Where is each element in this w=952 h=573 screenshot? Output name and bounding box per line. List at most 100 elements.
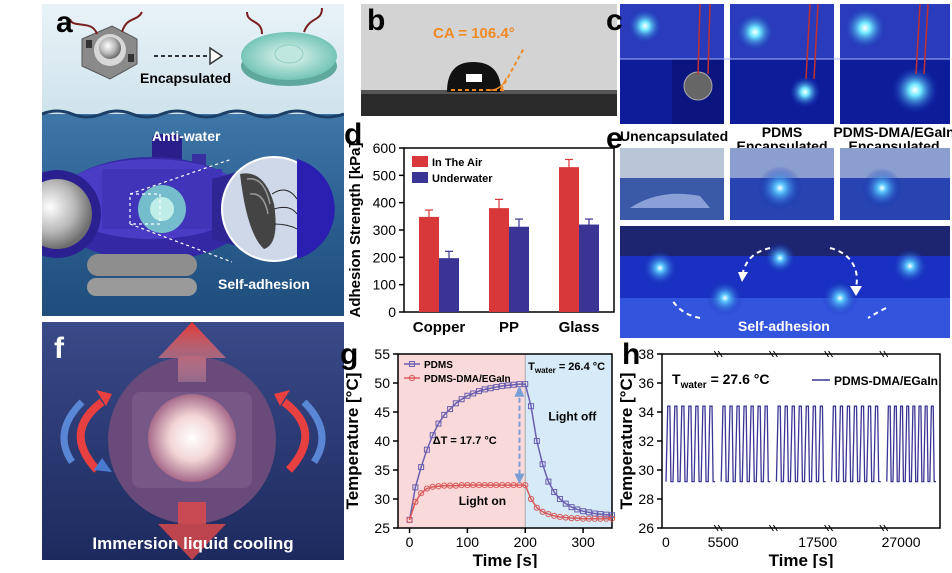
chart-g-point [481,481,488,489]
chart-g-point [452,482,459,489]
chart-d-ytick-label: 100 [373,277,397,293]
caption-pdms: PDMS [761,124,803,140]
chart-g-twater-label: Twater = 26.4 °C [528,361,605,375]
chart-h-axis-break [713,350,719,358]
chart-d-ytick-label: 300 [373,222,397,238]
chart-g-point [562,500,569,507]
chart-g-point [475,388,482,395]
twater-t: T [528,361,535,373]
chart-g-xtick-label: 300 [571,534,595,550]
chart-g-point [510,481,517,489]
chart-g-point [470,390,477,397]
chart-g-legend-marker [409,361,415,367]
panel-d: 0 100 200 300 400 500 600 Copper PP Glass In The A… [340,118,620,340]
chart-g-xlabel: Time [s] [473,551,538,568]
chart-g-point [608,515,616,522]
chart-g-point [545,478,552,485]
chart-d-ytick-label: 200 [373,249,397,265]
chart-d-category-label: Glass [559,319,600,336]
chart-g-point [475,481,483,489]
chart-g-point [452,400,459,407]
chart-h-series-segment [886,405,936,483]
chart-g-point [435,420,442,427]
chart-h-ylabel: Temperature [°C] [617,373,636,510]
panel-c-label: c [606,4,623,37]
chart-h-ytick-label: 26 [638,520,654,536]
chart-d-bar [489,208,509,312]
chart-g-point [441,482,448,489]
chart-g-point [556,496,563,502]
chart-h-axis-break [828,524,834,532]
chart-g-point [504,481,511,489]
self-adhesion-text: Self-adhesion [218,276,310,292]
chart-h-xtick-label: 5500 [708,534,739,550]
chart-h-series-segment [775,405,826,483]
panel-f: f Immersion liquid cooling [42,322,344,560]
chart-g-point [499,382,506,389]
chart-g-point [568,515,575,522]
chart-d-bar [419,216,439,312]
chart-d-bar [509,226,529,312]
chart-g-point [493,384,500,391]
chart-g-point [446,482,454,489]
chart-h-xtick-label: 27000 [882,534,921,550]
chart-g-point [522,481,529,489]
panel-h: 26 28 30 32 34 36 38 0 5500 17500 27000 Twater = 27… [616,338,952,570]
chart-g-point [585,509,592,516]
immersion-cooling-caption: Immersion liquid cooling [92,534,294,553]
chart-g-point [487,481,494,489]
chart-g-point [464,481,471,489]
chart-g: 25 30 35 40 45 50 55 0 100 200 300 PDMS PDMS-DMA/EGa… [343,346,616,570]
chart-g-ytick-label: 45 [374,404,390,420]
panel-a: a Encapsulated Anti-water Self-adhesion [13,4,345,316]
chart-g-point [435,483,442,490]
chart-g-point [585,515,592,522]
chart-g-ytick-label: 25 [374,520,390,536]
chart-h-axis-break [879,524,885,532]
chart-d-bar [439,258,459,312]
caption-unencapsulated: Unencapsulated [620,128,729,144]
chart-d-bar [579,224,599,312]
anti-water-text: Anti-water [152,128,221,144]
chart-g-point [447,406,454,413]
chart-g-legend-label: PDMS [424,360,453,371]
chart-g-point [551,512,558,519]
panel-c-photos [620,3,950,124]
chart-g-xtick-label: 200 [514,534,538,550]
chart-h-ytick-label: 32 [638,433,654,449]
chart-d-ytick-label: 600 [373,140,397,156]
panel-a-illustration [13,4,345,316]
chart-g-point [458,481,465,489]
chart-g-point [609,512,615,519]
chart-g-point [423,485,431,492]
chart-g-point [603,515,610,522]
chart-h-axis-break [768,350,774,358]
chart-d-legend-swatch [412,156,428,167]
chart-d-bar [559,167,579,312]
chart-g-point [597,515,604,522]
chart-g-point [528,403,535,410]
chart-d-category-label: PP [499,319,519,336]
chart-g-ytick-label: 30 [374,491,390,507]
chart-h-twater-label: Twater = 27.6 °C [672,371,770,391]
caption-pdms-dma: PDMS-DMA/EGaIn [833,124,952,140]
chart-h-axis-break [824,350,830,358]
panel-e-label: e [606,122,623,155]
twater-val: = 26.4 °C [556,361,605,373]
contact-angle-image [361,47,617,116]
encapsulated-arrow [154,46,224,66]
self-adhesion-e-text: Self-adhesion [738,318,830,334]
panel-b: b CA = 106.4° [361,4,617,116]
chart-h-axis-break [717,524,723,532]
chart-h-axis-break [879,350,885,358]
chart-g-point [510,381,517,388]
chart-g-point [533,438,540,444]
chart-g-delta-arrowhead-down [514,473,525,484]
chart-h-axis-break [717,350,723,358]
chart-h-legend-label: PDMS-DMA/EGaIn [834,374,938,388]
chart-g-legend-label: PDMS-DMA/EGaIn [424,374,511,385]
chart-d-legend-swatch [412,172,428,183]
chart-h: 26 28 30 32 34 36 38 0 5500 17500 27000 Twater = 27… [617,346,941,570]
chart-h-xtick-label: 17500 [798,534,837,550]
panel-h-label: h [622,338,641,371]
